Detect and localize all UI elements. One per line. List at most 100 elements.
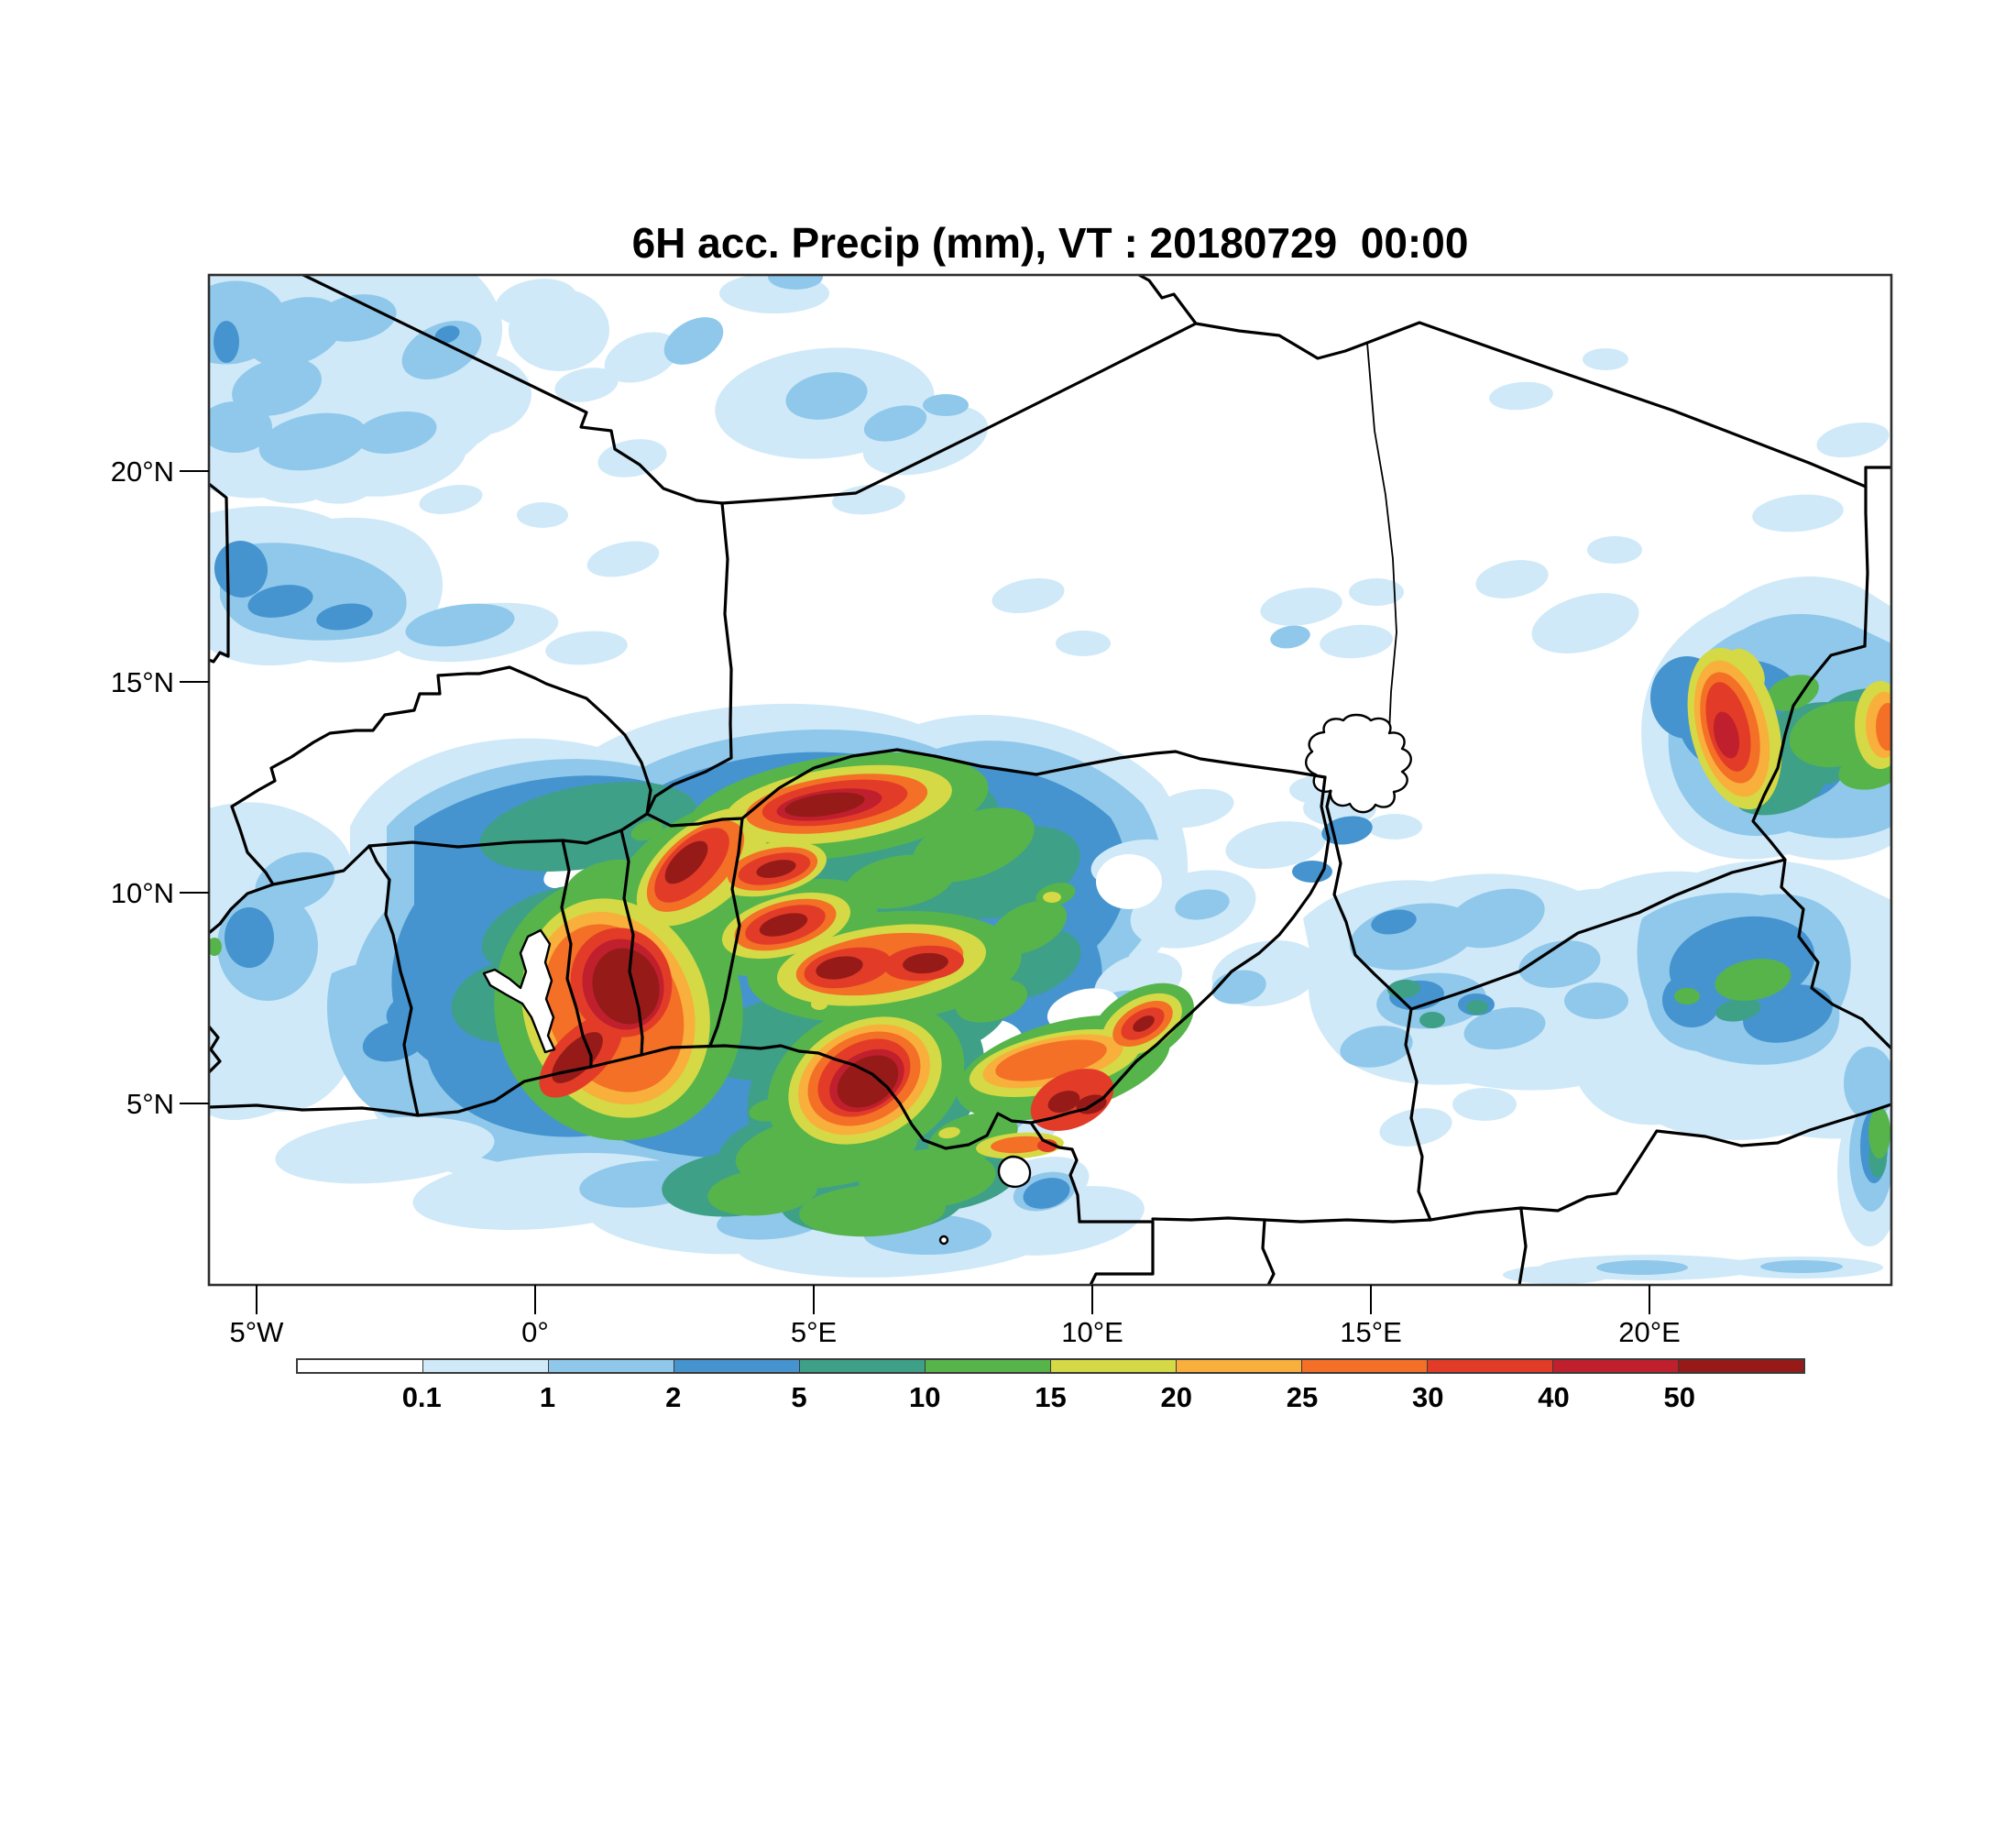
lat-tick-mark <box>180 681 209 683</box>
colorbar-threshold-label: 25 <box>1286 1381 1319 1413</box>
precip-area <box>1816 422 1890 458</box>
precip-area <box>1518 940 1601 988</box>
precip-area <box>495 279 577 326</box>
colorbar-threshold-label: 50 <box>1663 1381 1695 1413</box>
precip-area <box>545 631 628 665</box>
lat-tick-label: 15°N <box>110 666 174 698</box>
colorbar-segment <box>1552 1360 1678 1372</box>
precip-area <box>401 321 482 379</box>
precip-area <box>517 502 568 528</box>
precip-area <box>1320 624 1393 659</box>
colorbar-threshold-label: 2 <box>665 1381 682 1413</box>
precip-area <box>837 1055 899 1108</box>
precip-area <box>768 275 823 290</box>
colorbar-segment <box>1678 1360 1803 1372</box>
precip-area <box>209 401 272 453</box>
precip-area <box>209 938 222 956</box>
colorbar-threshold-label: 20 <box>1160 1381 1192 1413</box>
lon-tick-label: 20°E <box>1618 1316 1681 1348</box>
precip-area <box>1043 892 1061 903</box>
precip-area <box>1133 1015 1155 1032</box>
lat-tick-mark <box>180 470 209 472</box>
precip-area <box>604 332 679 383</box>
precip-area <box>362 1020 428 1062</box>
precip-area <box>1260 587 1342 626</box>
colorbar-segment <box>1050 1360 1176 1372</box>
precip-area <box>1752 494 1844 532</box>
colorbar-segment <box>1301 1360 1427 1372</box>
precip-area <box>749 1098 794 1122</box>
precip-area <box>1531 593 1639 653</box>
lon-tick-mark <box>256 1285 257 1314</box>
precip-area <box>1175 889 1230 920</box>
precip-area <box>1489 381 1553 411</box>
precip-area <box>1446 888 1545 949</box>
colorbar-threshold-label: 1 <box>539 1381 556 1413</box>
lon-tick-label: 10°E <box>1061 1316 1123 1348</box>
lon-tick-mark <box>813 1285 815 1314</box>
precip-area <box>554 368 619 402</box>
precip-area <box>756 860 796 878</box>
precipitation-field <box>209 275 1891 1284</box>
colorbar-threshold-label: 10 <box>909 1381 941 1413</box>
precip-area <box>664 840 708 884</box>
precip-area <box>785 372 868 420</box>
precip-area <box>707 1169 817 1216</box>
map-frame <box>207 273 1893 1287</box>
lon-tick-label: 15°E <box>1340 1316 1402 1348</box>
precip-area <box>816 956 863 980</box>
precip-area <box>1096 854 1162 909</box>
precip-area <box>1596 1260 1688 1275</box>
precip-area <box>1564 982 1628 1019</box>
precip-area <box>1452 1088 1517 1121</box>
lon-tick-label: 5°E <box>790 1316 838 1348</box>
precip-area <box>995 1039 1107 1081</box>
precip-area <box>355 411 437 455</box>
precip-area <box>405 603 515 647</box>
precip-area <box>1037 1139 1057 1152</box>
precip-area <box>1844 1047 1891 1120</box>
precip-area <box>314 294 397 342</box>
colorbar-segment <box>925 1360 1050 1372</box>
colorbar-segment <box>422 1360 548 1372</box>
precip-area <box>1349 578 1404 606</box>
precip-area <box>275 1116 495 1184</box>
precip-area <box>258 412 368 471</box>
colorbar-segment <box>1176 1360 1301 1372</box>
precip-area <box>247 585 313 618</box>
precip-area <box>1270 625 1310 649</box>
precip-area <box>759 913 808 937</box>
precip-area <box>1419 1012 1445 1028</box>
figure-title: 6H acc. Precip (mm), VT : 20180729 00:00 <box>631 219 1469 267</box>
colorbar-segment <box>298 1360 422 1372</box>
lat-tick-label: 5°N <box>126 1088 174 1120</box>
precip-area <box>1760 1260 1843 1273</box>
precip-area <box>1225 821 1326 869</box>
lon-tick-mark <box>534 1285 536 1314</box>
precip-area <box>1023 1178 1070 1209</box>
precip-area <box>845 854 955 909</box>
precip-area <box>1292 861 1332 883</box>
precip-area <box>214 321 239 363</box>
precip-area <box>1340 1026 1413 1068</box>
lat-tick-mark <box>180 1103 209 1104</box>
lon-tick-label: 5°W <box>229 1316 284 1348</box>
precip-area <box>663 317 724 365</box>
precip-area <box>1367 814 1422 840</box>
country-borders <box>209 275 1891 1285</box>
precip-area <box>1587 536 1642 564</box>
precip-area <box>1715 959 1791 1001</box>
lon-tick-mark <box>1091 1285 1093 1314</box>
precip-area <box>1868 1107 1890 1158</box>
precip-area <box>863 405 927 442</box>
precip-area <box>597 439 667 477</box>
colorbar <box>296 1358 1805 1374</box>
precip-area <box>592 948 660 1025</box>
precip-area <box>938 1126 960 1139</box>
precip-area <box>1743 984 1833 1043</box>
precip-area <box>923 394 969 416</box>
precip-area <box>225 907 274 968</box>
precip-area <box>1047 1090 1080 1114</box>
